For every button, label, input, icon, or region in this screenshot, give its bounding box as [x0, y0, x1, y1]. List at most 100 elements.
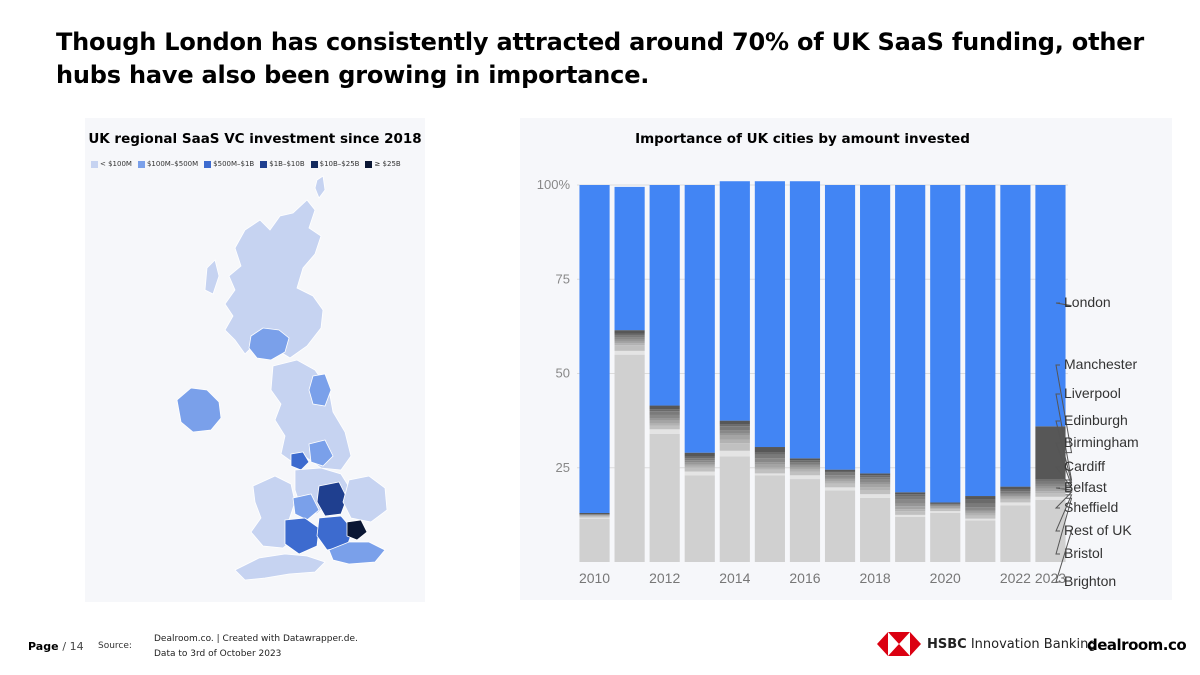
bar-segment: [719, 450, 750, 457]
bar-segment: [824, 469, 856, 472]
map-title: UK regional SaaS VC investment since 201…: [88, 131, 422, 147]
series-label: Cardiff: [1064, 458, 1105, 474]
label-leader-line: [1055, 497, 1073, 555]
bar-segment: [684, 471, 715, 476]
series-label: Bristol: [1064, 545, 1103, 561]
bar-segment: [1035, 486, 1066, 489]
x-tick-label: 2020: [930, 570, 961, 586]
bar-segment: [1035, 499, 1066, 562]
uk-map: [176, 175, 388, 581]
bar-segment: [1035, 493, 1066, 497]
bar-segment: [754, 462, 785, 465]
bar-segment: [614, 337, 645, 340]
bar-segment: [789, 471, 821, 476]
bar-segment: [754, 473, 785, 476]
bar-segment: [930, 506, 961, 509]
bar-segment: [895, 514, 926, 517]
bar-segment: [719, 443, 750, 451]
legend-label: $500M–$1B: [213, 160, 255, 168]
bar-segment: [684, 460, 715, 463]
label-leader-line: [1055, 364, 1073, 454]
label-leader-line: [1055, 487, 1072, 491]
bar-segment: [719, 435, 750, 440]
page-label: Page: [28, 640, 59, 653]
bar-segment: [754, 458, 785, 463]
headline: Though London has consistently attracted…: [56, 28, 1144, 89]
bar-segment: [649, 185, 680, 406]
legend-item: $10B–$25B: [310, 160, 360, 168]
bar-segment: [930, 185, 961, 503]
region-london: [346, 519, 368, 541]
x-tick-label: 2014: [719, 570, 750, 586]
label-leader-line: [1055, 393, 1073, 481]
x-tick-label: 2012: [649, 570, 680, 586]
bar-segment: [965, 185, 996, 497]
y-tick-label: 25: [556, 460, 570, 475]
bar-segment: [719, 181, 750, 421]
bar-segment: [649, 409, 680, 412]
bar-segment: [824, 490, 856, 562]
legend-label: $10B–$25B: [319, 160, 360, 168]
bar-segment: [789, 181, 821, 459]
chart-title: Importance of UK cities by amount invest…: [635, 131, 970, 147]
bar-segment: [930, 506, 961, 507]
bar-segment: [824, 479, 856, 482]
bar-segment: [614, 350, 645, 355]
bar-segment: [930, 505, 961, 507]
bar-segment: [754, 475, 785, 562]
bar-segment: [965, 507, 996, 510]
map-panel: UK regional SaaS VC investment since 201…: [85, 118, 425, 602]
bar-segment: [895, 503, 926, 507]
bar-segment: [1035, 483, 1066, 487]
bar-segment: [684, 475, 715, 562]
bar-segment: [1000, 489, 1031, 492]
bar-segment: [1035, 496, 1066, 500]
bar-segment: [824, 483, 856, 488]
bar-segment: [824, 477, 856, 480]
legend-swatch: [365, 160, 373, 168]
bar-segment: [1035, 491, 1066, 494]
region-south-west: [234, 553, 326, 581]
bar-segment: [649, 423, 680, 426]
legend-swatch: [137, 160, 145, 168]
bar-segment: [719, 456, 750, 562]
legend-label: ≥ $25B: [374, 160, 401, 168]
bar-segment: [614, 186, 645, 331]
bar-segment: [614, 335, 645, 338]
region-outer-hebrides: [204, 259, 220, 295]
bar-segment: [860, 479, 891, 483]
bar-segment: [719, 420, 750, 425]
bar-segment: [789, 458, 821, 461]
dealroom-logo: dealroom.co: [1087, 636, 1187, 654]
bar-segment: [930, 511, 961, 513]
legend-swatch: [260, 160, 268, 168]
region-south-east: [328, 541, 386, 565]
bar-segment: [789, 469, 821, 472]
x-tick-label: 2010: [579, 570, 610, 586]
bar-segment: [1000, 486, 1031, 490]
bar-segment: [614, 330, 645, 334]
bar-segment: [789, 467, 821, 470]
bar-segment: [614, 341, 645, 344]
bar-segment: [754, 452, 785, 455]
bar-segment: [789, 479, 821, 562]
page-number: / 14: [62, 640, 84, 653]
bar-segment: [824, 487, 856, 491]
label-leader-line: [1055, 530, 1073, 583]
bar-segment: [1035, 488, 1066, 492]
bar-segment: [649, 405, 680, 410]
bar-segment: [895, 492, 926, 495]
bar-segment: [965, 515, 996, 519]
bar-segment: [1035, 480, 1066, 484]
bar-segment: [1000, 185, 1031, 487]
legend-label: < $100M: [100, 160, 132, 168]
bar-segment: [684, 185, 715, 453]
label-leader-line: [1055, 420, 1073, 483]
bar-segment: [1035, 479, 1066, 481]
bar-segment: [824, 185, 856, 470]
hsbc-logo: HSBC Innovation Banking: [877, 632, 1097, 656]
bar-segment: [1035, 185, 1066, 427]
bar-segment: [754, 464, 785, 468]
bar-segment: [824, 475, 856, 478]
bar-segment: [895, 499, 926, 504]
